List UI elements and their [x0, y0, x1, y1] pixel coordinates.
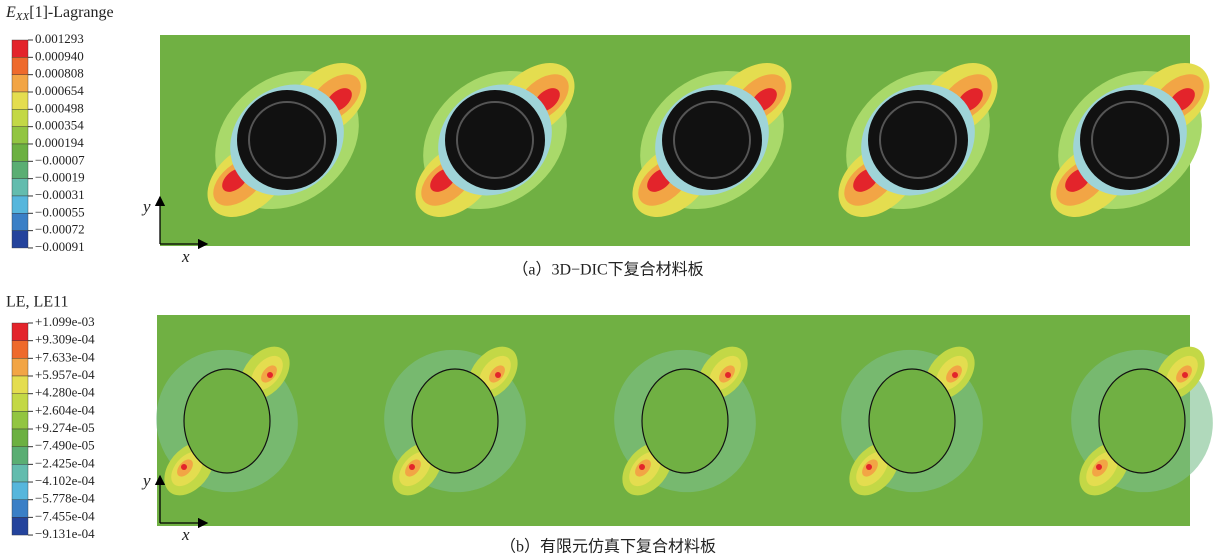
lobe — [866, 464, 872, 470]
legend-label: −7.455e-04 — [35, 508, 95, 523]
legend-swatch — [12, 144, 28, 161]
legend-swatch — [12, 161, 28, 178]
hole — [868, 90, 968, 190]
lobe — [181, 464, 187, 470]
legend-swatch — [12, 213, 28, 230]
legend-swatch — [12, 376, 28, 394]
legend-swatch — [12, 127, 28, 144]
lobe — [495, 372, 501, 378]
legend-label: −7.490e-05 — [35, 438, 95, 453]
hole — [869, 369, 955, 473]
legend-title-b: LE, LE11 — [6, 294, 69, 311]
x-label: x — [181, 247, 190, 266]
legend-swatch — [12, 500, 28, 518]
hole — [184, 369, 270, 473]
legend-label: −2.425e-04 — [35, 455, 95, 470]
hole — [237, 90, 337, 190]
hole — [662, 90, 762, 190]
legend-label: 0.000498 — [35, 100, 84, 115]
legend-label: 0.001293 — [35, 31, 84, 46]
legend-label: 0.000354 — [35, 118, 84, 133]
lobe — [267, 372, 273, 378]
legend-swatch — [12, 323, 28, 341]
legend-swatch — [12, 341, 28, 359]
lobe — [1182, 372, 1188, 378]
legend-swatch — [12, 179, 28, 196]
subscript: XX — [15, 11, 31, 23]
legend-label: +7.633e-04 — [35, 349, 95, 364]
legend-swatch — [12, 358, 28, 376]
legend-label: +5.957e-04 — [35, 367, 95, 382]
legend-label: −0.00091 — [35, 239, 85, 254]
hole — [1099, 369, 1185, 473]
suffix: [1]-Lagrange — [29, 4, 113, 21]
legend-label: 0.000194 — [35, 135, 84, 150]
legend-swatch — [12, 109, 28, 126]
lobe — [1096, 464, 1102, 470]
legend-title-a: EXX[1]-Lagrange — [5, 4, 114, 23]
legend-swatch — [12, 40, 28, 57]
hole — [412, 369, 498, 473]
legend-swatch — [12, 482, 28, 500]
legend-label: +1.099e-03 — [35, 314, 95, 329]
caption: （a）3D−DIC下复合材料板 — [512, 261, 703, 279]
legend-swatch — [12, 429, 28, 447]
legend-swatch — [12, 411, 28, 429]
legend-swatch — [12, 196, 28, 213]
legend-label: −4.102e-04 — [35, 473, 95, 488]
legend-label: 0.000808 — [35, 66, 84, 81]
lobe — [409, 464, 415, 470]
legend-label: −9.131e-04 — [35, 526, 95, 541]
legend-label: −0.00019 — [35, 170, 85, 185]
caption: （b）有限元仿真下复合材料板 — [500, 538, 716, 556]
legend-swatch — [12, 517, 28, 535]
legend-label: 0.000940 — [35, 48, 84, 63]
legend-swatch — [12, 447, 28, 465]
legend-label: +9.274e-05 — [35, 420, 95, 435]
symbol: E — [5, 4, 16, 21]
legend-label: +2.604e-04 — [35, 402, 95, 417]
lobe — [725, 372, 731, 378]
x-label: x — [181, 525, 190, 544]
legend-label: −0.00072 — [35, 222, 85, 237]
legend-swatch — [12, 75, 28, 92]
y-label: y — [141, 471, 151, 490]
figure: EXX[1]-Lagrange LE, LE11 y x y x （a）3D−D… — [0, 0, 1216, 559]
legend-label: +9.309e-04 — [35, 332, 95, 347]
legend-swatch — [12, 464, 28, 482]
legend-label: −0.00055 — [35, 204, 85, 219]
legend-label: 0.000654 — [35, 83, 84, 98]
legend-swatch — [12, 92, 28, 109]
legend-swatch — [12, 231, 28, 248]
legend-label: −0.00007 — [35, 152, 85, 167]
y-label: y — [141, 197, 151, 216]
legend-label: −5.778e-04 — [35, 491, 95, 506]
hole — [1080, 90, 1180, 190]
lobe — [639, 464, 645, 470]
lobe — [952, 372, 958, 378]
legend-swatch — [12, 57, 28, 74]
legend-swatch — [12, 394, 28, 412]
hole — [445, 90, 545, 190]
hole — [642, 369, 728, 473]
legend-label: +4.280e-04 — [35, 385, 95, 400]
legend-label: −0.00031 — [35, 187, 85, 202]
